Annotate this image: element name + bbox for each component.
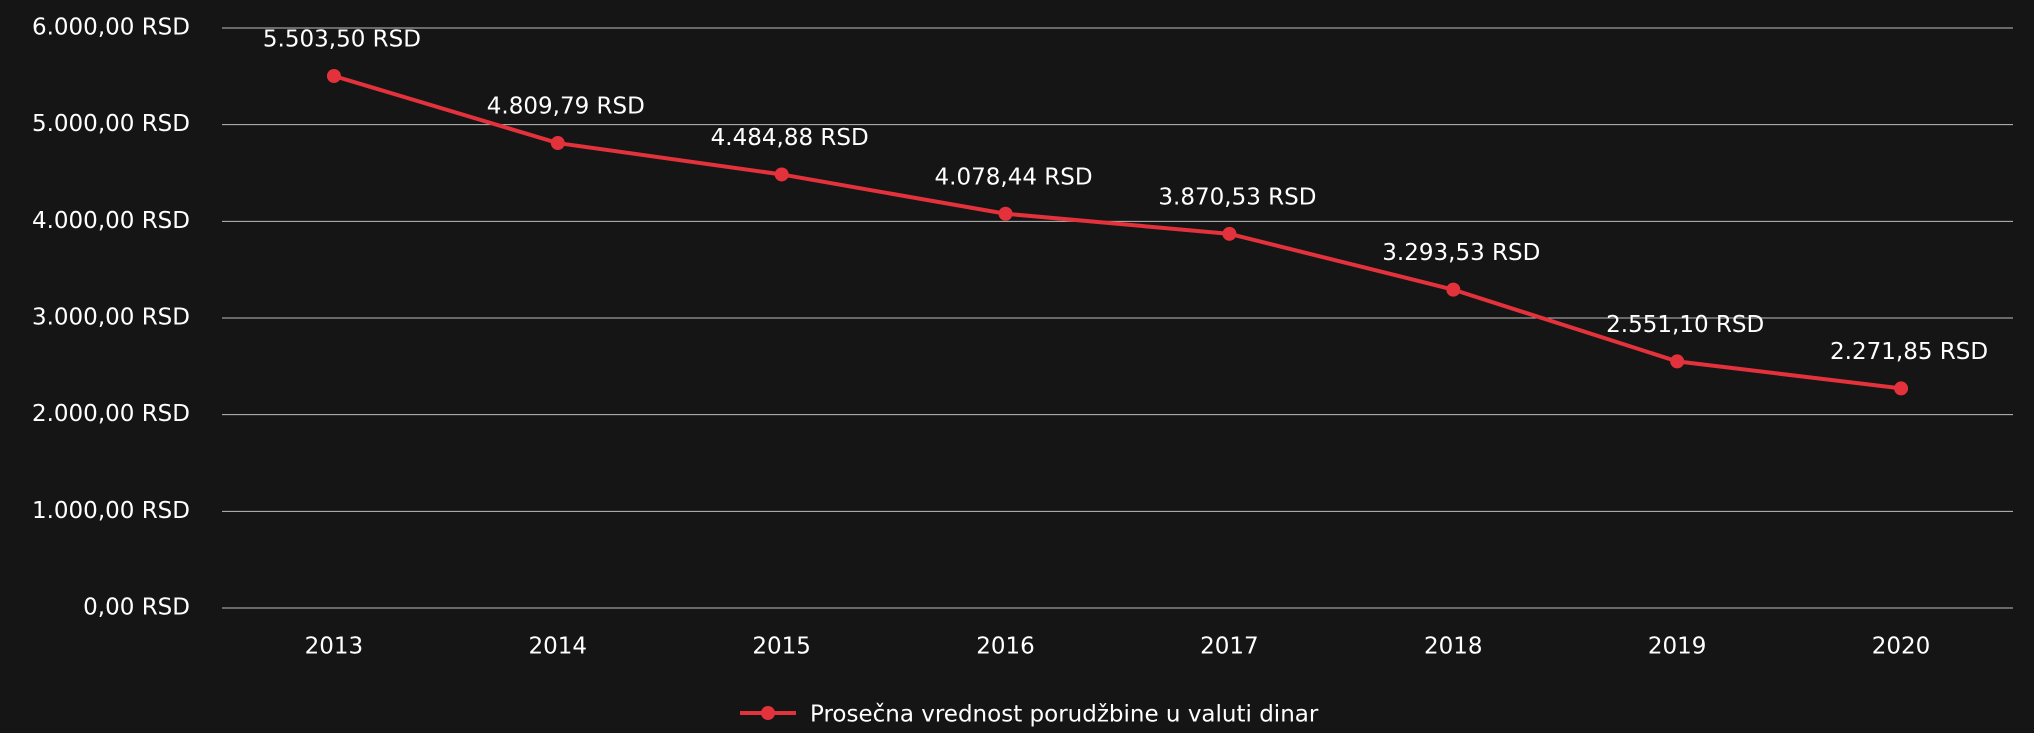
point	[774, 167, 789, 182]
y-tick-label: 2.000,00 RSD	[32, 401, 190, 427]
y-tick-label: 1.000,00 RSD	[32, 498, 190, 524]
point	[1222, 226, 1237, 241]
legend-marker	[761, 706, 775, 720]
y-tick-label: 0,00 RSD	[83, 595, 190, 621]
x-tick-label: 2020	[1872, 634, 1931, 660]
data-label: 3.293,53 RSD	[1382, 240, 1540, 266]
y-tick-label: 4.000,00 RSD	[32, 208, 190, 234]
data-label: 4.484,88 RSD	[711, 125, 869, 151]
y-tick-label: 5.000,00 RSD	[32, 111, 190, 137]
data-label: 5.503,50 RSD	[263, 26, 421, 52]
y-tick-label: 6.000,00 RSD	[32, 15, 190, 41]
x-tick-label: 2015	[752, 634, 811, 660]
point	[1670, 354, 1685, 369]
point	[1894, 381, 1909, 396]
x-tick-label: 2018	[1424, 634, 1483, 660]
x-tick-label: 2017	[1200, 634, 1259, 660]
series-line	[333, 74, 1902, 391]
point	[326, 68, 341, 83]
x-tick-label: 2014	[529, 634, 588, 660]
x-tick-label: 2013	[305, 634, 364, 660]
point	[998, 206, 1013, 221]
legend-label: Prosečna vrednost porudžbine u valuti di…	[810, 702, 1319, 728]
data-label: 2.551,10 RSD	[1606, 312, 1764, 338]
x-tick-label: 2019	[1648, 634, 1707, 660]
point	[1446, 282, 1461, 297]
x-tick-label: 2016	[976, 634, 1035, 660]
data-label: 4.078,44 RSD	[935, 164, 1093, 190]
data-label: 3.870,53 RSD	[1158, 184, 1316, 210]
point	[550, 136, 565, 151]
y-tick-label: 3.000,00 RSD	[32, 305, 190, 331]
data-label: 2.271,85 RSD	[1830, 339, 1988, 365]
data-label: 4.809,79 RSD	[487, 94, 645, 120]
